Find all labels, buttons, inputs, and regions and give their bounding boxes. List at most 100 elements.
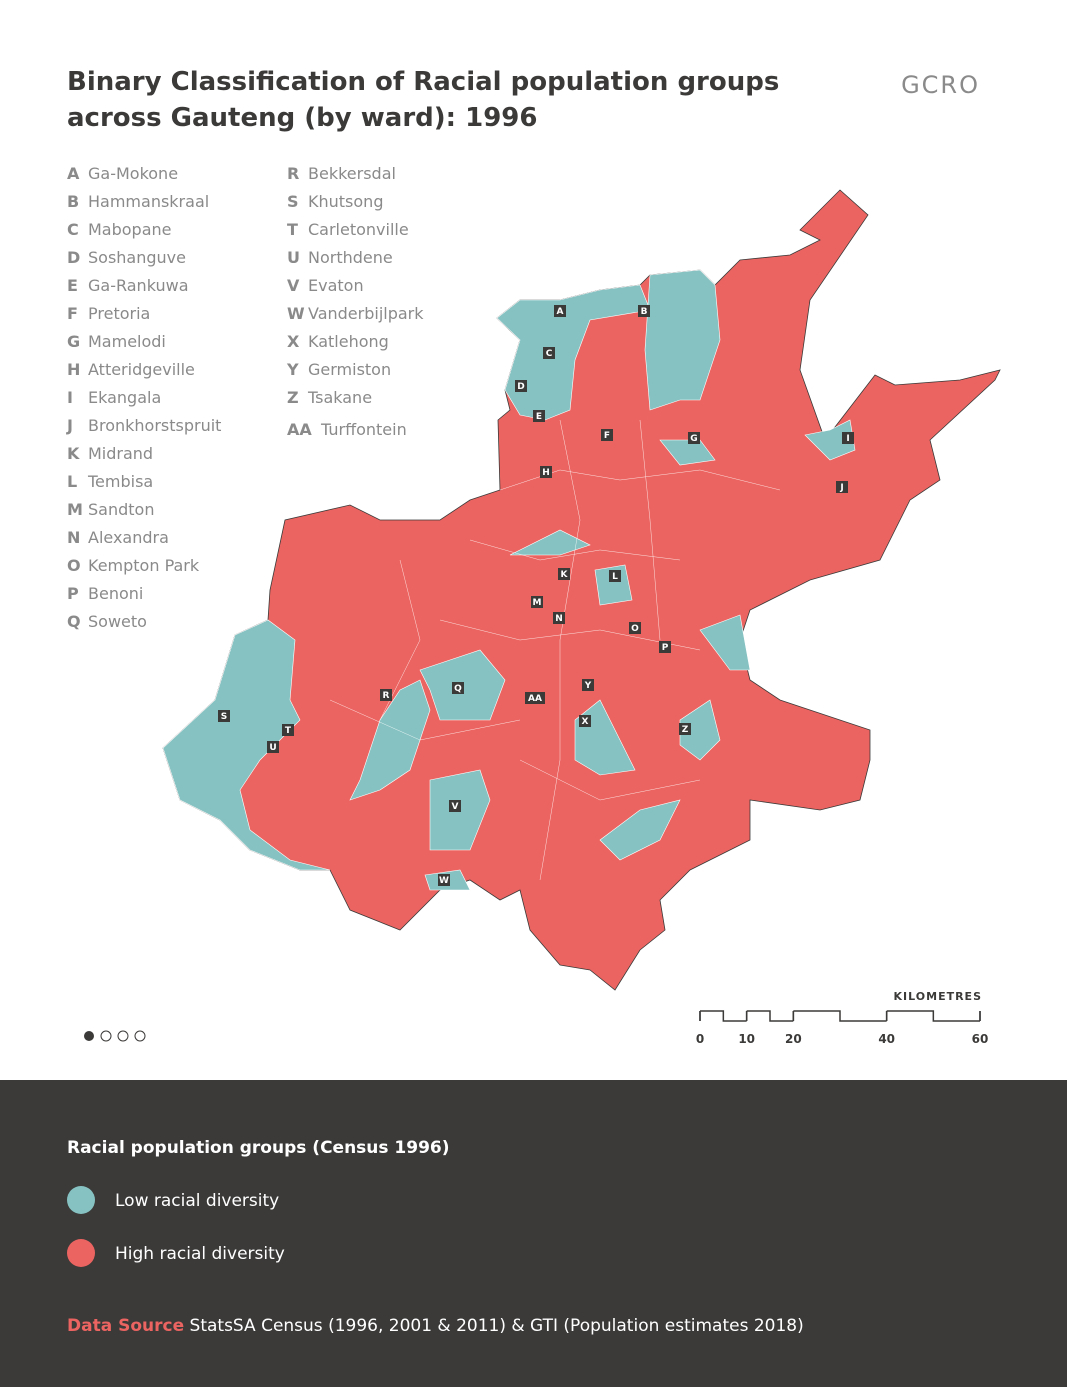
place-code: S: [287, 192, 299, 211]
page-dot[interactable]: [134, 1030, 146, 1042]
legend-title: Racial population groups (Census 1996): [67, 1138, 450, 1158]
marker-label: A: [557, 307, 564, 317]
marker-label: V: [452, 802, 459, 812]
place-code: C: [67, 220, 79, 239]
place-code: P: [67, 584, 79, 603]
marker-box: [531, 596, 543, 608]
place-name: Bronkhorstspruit: [88, 416, 221, 435]
place-code: M: [67, 500, 83, 519]
marker-label: S: [221, 712, 227, 722]
place-code: L: [67, 472, 77, 491]
place-name: Carletonville: [308, 220, 409, 239]
marker-box: [582, 679, 594, 691]
logo: GCRO: [901, 71, 980, 99]
place-name: Benoni: [88, 584, 143, 603]
place-name: Mabopane: [88, 220, 172, 239]
marker-label: R: [383, 691, 390, 701]
ward-lines: [329, 419, 781, 881]
marker-box: [629, 622, 641, 634]
place-name: Tsakane: [307, 388, 372, 407]
page-dot[interactable]: [100, 1030, 112, 1042]
scale-label: KILOMETRES: [894, 990, 982, 1003]
title-line: Binary Classification of Racial populati…: [67, 67, 779, 97]
place-code: W: [287, 304, 305, 323]
page-dot[interactable]: [84, 1031, 94, 1041]
place-code: X: [287, 332, 300, 351]
marker-label: N: [555, 614, 563, 624]
place-name: Ekangala: [88, 388, 161, 407]
region-low: [594, 564, 633, 606]
marker-label: Y: [584, 681, 592, 691]
marker-box: [579, 715, 591, 727]
region-low: [496, 284, 651, 421]
place-code: K: [67, 444, 80, 463]
place-code: G: [67, 332, 80, 351]
marker-label: L: [612, 572, 618, 582]
marker-box: [688, 432, 700, 444]
marker-box: [554, 305, 566, 317]
marker-label: T: [285, 726, 292, 736]
source-label: Data Source: [67, 1316, 184, 1336]
marker-box: [533, 410, 545, 422]
marker-box: [842, 432, 854, 444]
place-name: Bekkersdal: [308, 164, 396, 183]
place-code: V: [287, 276, 300, 295]
place-name: Northdene: [308, 248, 393, 267]
marker-box: [282, 724, 294, 736]
place-code: N: [67, 528, 80, 547]
title-line: across Gauteng (by ward): 1996: [67, 103, 537, 133]
scale-tick-label: 60: [972, 1032, 989, 1046]
region-low: [699, 614, 751, 671]
marker-label: U: [269, 743, 276, 753]
marker-box: [679, 723, 691, 735]
place-name: Mamelodi: [88, 332, 166, 351]
region-low: [599, 799, 681, 861]
place-name: Pretoria: [88, 304, 150, 323]
place-code: A: [67, 164, 80, 183]
marker-box: [438, 874, 450, 886]
place-code: J: [66, 416, 73, 435]
marker-label: I: [846, 434, 849, 444]
marker-label: X: [582, 717, 589, 727]
page-dot[interactable]: [117, 1030, 129, 1042]
region-low: [679, 699, 721, 761]
place-name: Vanderbijlpark: [308, 304, 424, 323]
place-code: D: [67, 248, 80, 267]
place-name: Kempton Park: [88, 556, 200, 575]
region-low: [659, 439, 716, 466]
legend-label: High racial diversity: [115, 1244, 285, 1264]
marker-label: H: [542, 468, 550, 478]
marker-box: [659, 641, 671, 653]
marker-box: [449, 800, 461, 812]
marker-box: [609, 570, 621, 582]
place-name: Khutsong: [308, 192, 383, 211]
place-code: Y: [286, 360, 299, 379]
place-code: T: [287, 220, 298, 239]
marker-box: [638, 305, 650, 317]
marker-label: Z: [682, 725, 689, 735]
place-name: Midrand: [88, 444, 153, 463]
scale-line: [699, 1010, 981, 1022]
place-code: R: [287, 164, 299, 183]
scale-tick-label: 40: [878, 1032, 895, 1046]
marker-box: [452, 682, 464, 694]
region-low: [644, 269, 721, 411]
place-code: AA: [287, 420, 312, 439]
place-name: Hammanskraal: [88, 192, 209, 211]
marker-label: M: [533, 598, 542, 608]
marker-label: B: [641, 307, 648, 317]
place-code: H: [67, 360, 80, 379]
data-source: Data Source StatsSA Census (1996, 2001 &…: [67, 1316, 804, 1336]
marker-label: J: [839, 483, 843, 493]
marker-box: [515, 380, 527, 392]
marker-label: K: [561, 570, 569, 580]
place-name: Turffontein: [320, 420, 407, 439]
marker-box: [836, 481, 848, 493]
place-code: U: [287, 248, 300, 267]
marker-box: [218, 710, 230, 722]
place-code: I: [67, 388, 73, 407]
scale-bar: KILOMETRES 0 10 20 40 60: [696, 990, 989, 1046]
scale-tick-label: 20: [785, 1032, 802, 1046]
pagination: [84, 1030, 146, 1042]
